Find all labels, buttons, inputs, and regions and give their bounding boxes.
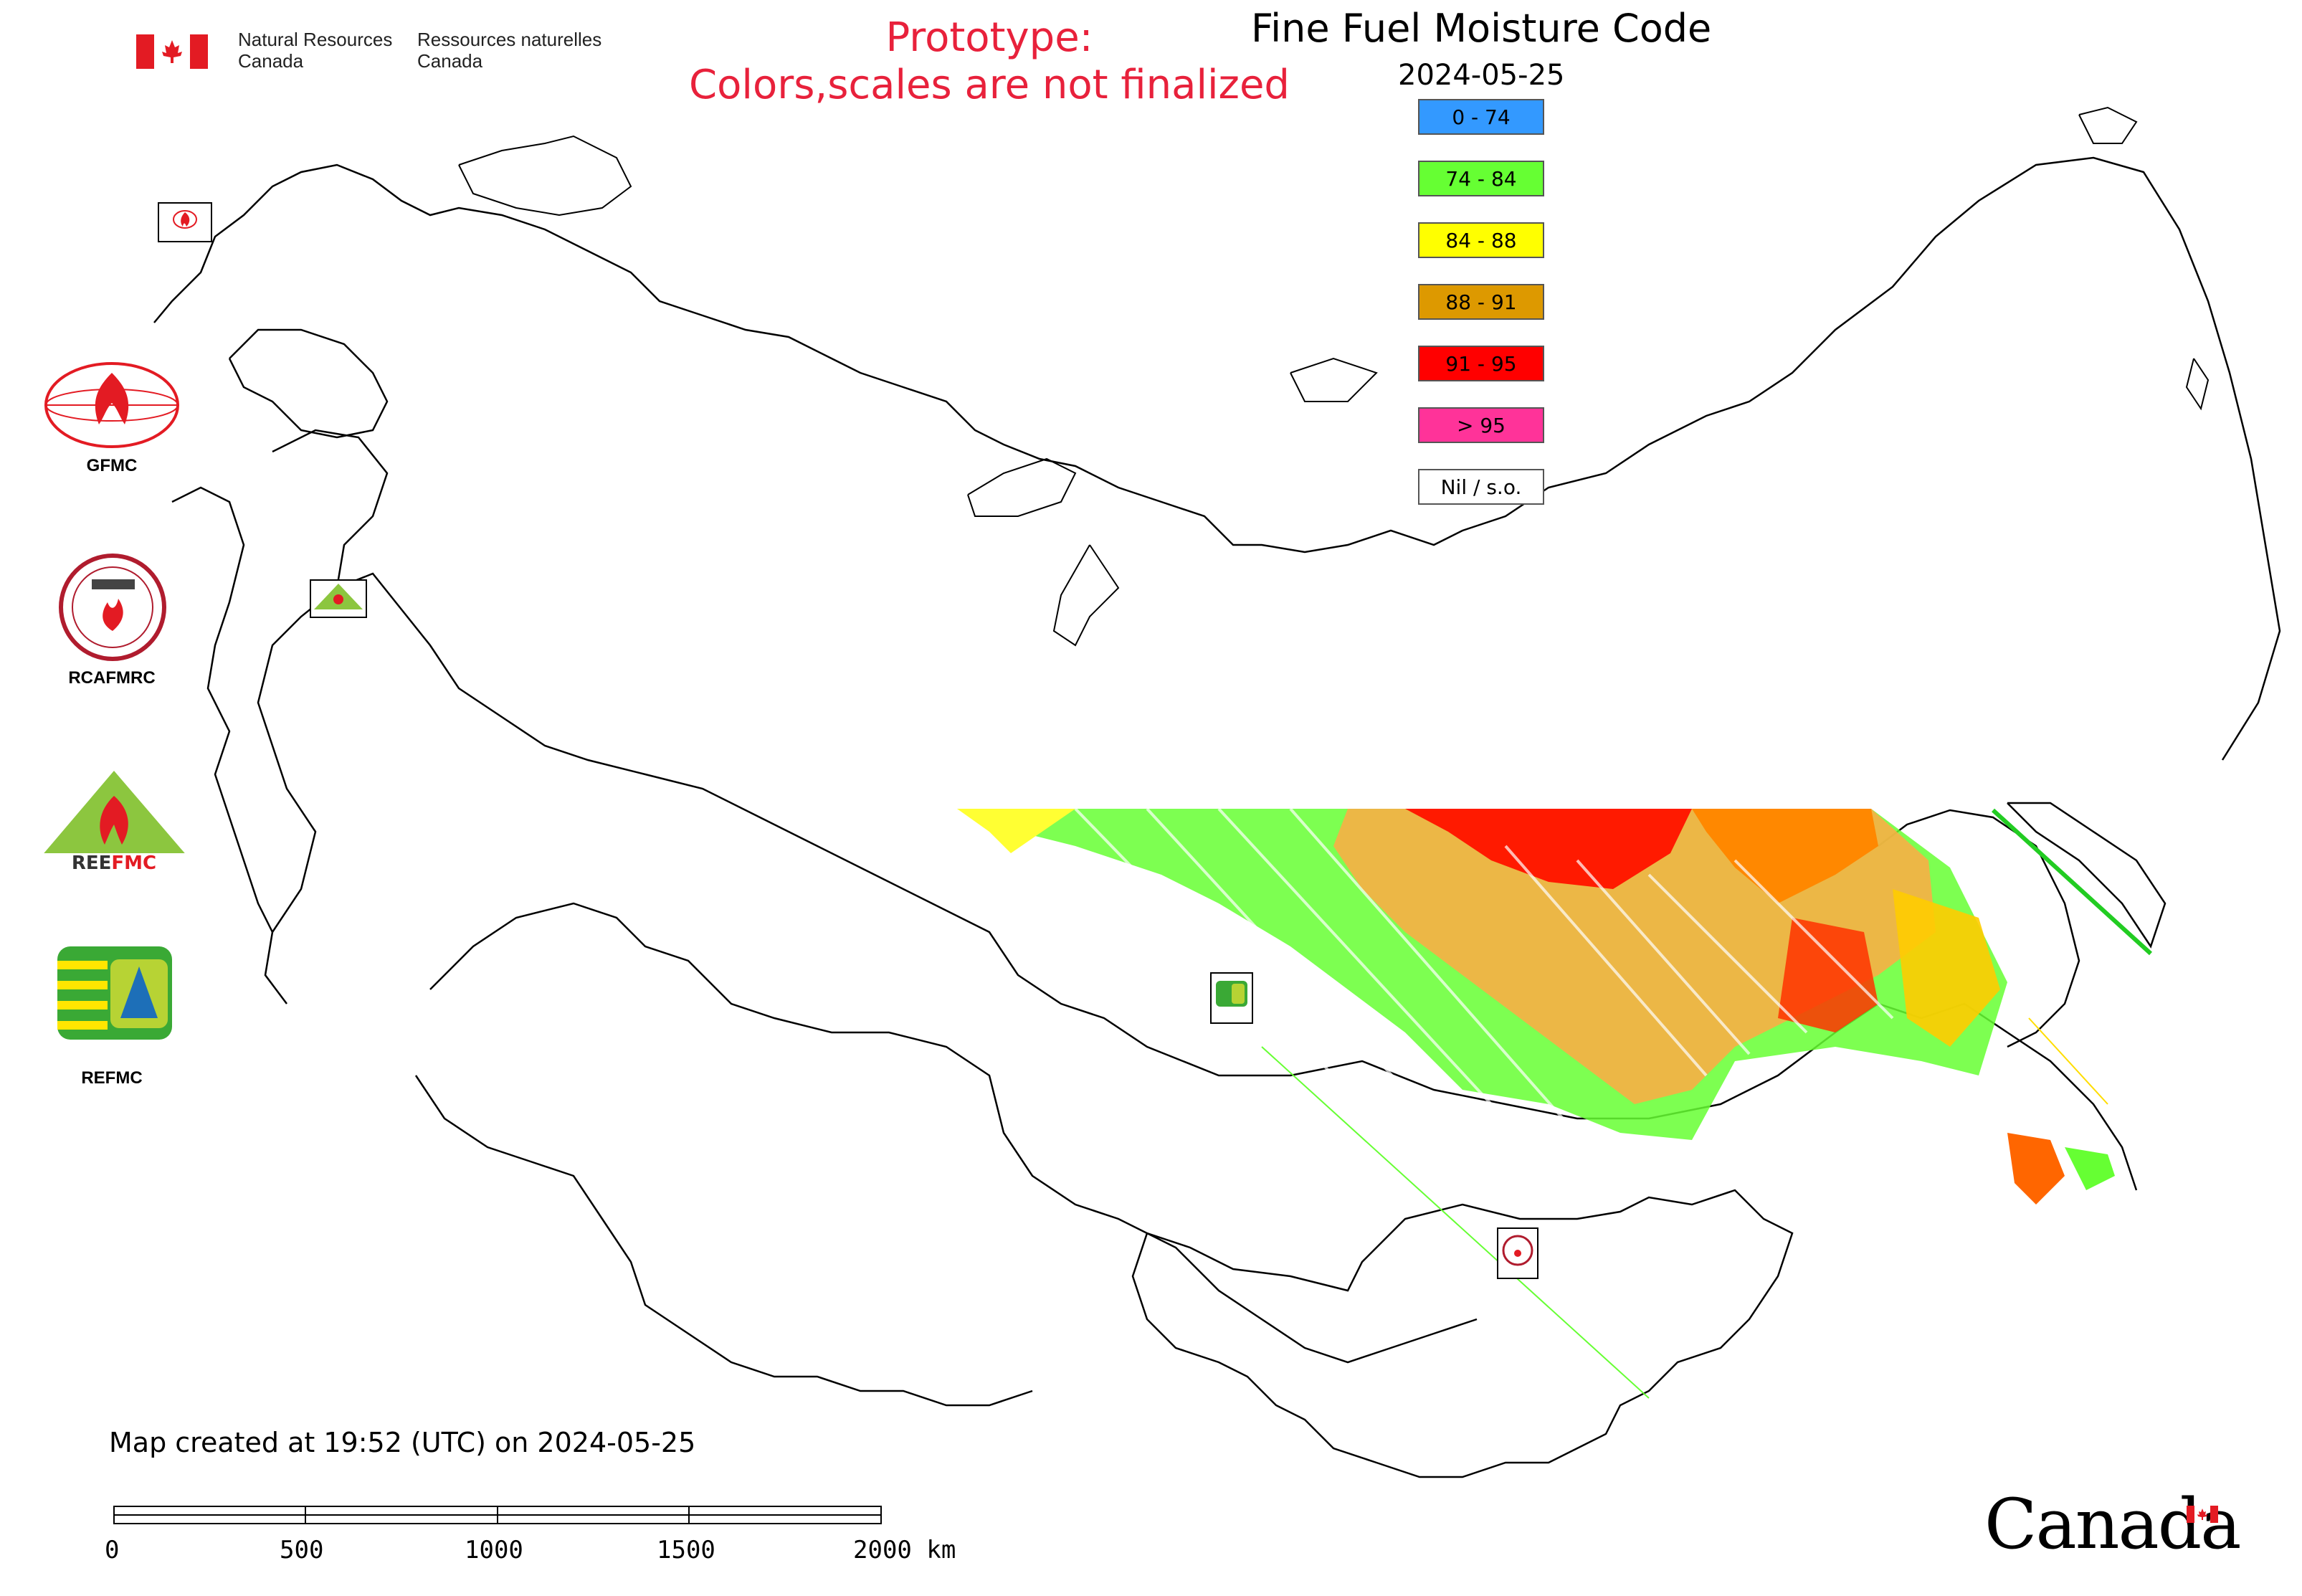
rcafmrc-logo-icon <box>57 552 168 663</box>
coastline-islands <box>458 106 2210 647</box>
svg-text:REEFMC: REEFMC <box>72 852 156 874</box>
rcafmrc-marker-icon <box>1497 1227 1538 1279</box>
scale-tick-500: 500 <box>280 1536 324 1564</box>
legend-item-5: > 95 <box>1418 407 1544 443</box>
gfmc-marker-icon <box>158 202 212 242</box>
map-created-text: Map created at 19:52 (UTC) on 2024-05-25 <box>109 1427 696 1458</box>
legend-label: Nil / s.o. <box>1440 475 1522 499</box>
canada-flag-icon <box>136 34 208 69</box>
map-title: Fine Fuel Moisture Code <box>1251 6 1712 51</box>
legend-label: 84 - 88 <box>1445 228 1517 252</box>
legend-label: 88 - 91 <box>1445 290 1517 314</box>
legend-label: 74 - 84 <box>1445 166 1517 191</box>
prototype-line1: Prototype: <box>885 14 1093 61</box>
refmc-marker-icon <box>1210 972 1253 1024</box>
legend-item-0: 0 - 74 <box>1418 99 1544 135</box>
prototype-notice: Prototype: Colors,scales are not finaliz… <box>688 14 1290 109</box>
dept-name-fr: Ressources naturelles Canada <box>417 29 602 72</box>
map-date: 2024-05-25 <box>1398 59 1565 92</box>
legend-item-6: Nil / s.o. <box>1418 469 1544 505</box>
wordmark-flag-icon <box>2187 1506 2218 1523</box>
legend-item-4: 91 - 95 <box>1418 346 1544 381</box>
gfmc-logo-icon <box>40 358 184 452</box>
scale-tick-2000: 2000 km <box>853 1536 956 1564</box>
scale-tick-1000: 1000 <box>465 1536 523 1564</box>
legend-item-1: 74 - 84 <box>1418 161 1544 196</box>
ffmc-raster <box>957 807 2153 1399</box>
country-borders <box>153 156 2281 1478</box>
legend-label: 91 - 95 <box>1445 351 1517 376</box>
gfmc-logo-label: GFMC <box>86 456 138 475</box>
scale-tick-1500: 1500 <box>657 1536 715 1564</box>
reefmc-logo-icon: REEFMC <box>37 767 191 875</box>
rcafmrc-logo-label: RCAFMRC <box>68 668 156 688</box>
reefmc-marker-icon <box>310 579 367 618</box>
scale-bar <box>113 1506 882 1524</box>
prototype-line2: Colors,scales are not finalized <box>689 62 1290 108</box>
canada-wordmark: Canada <box>1984 1484 2241 1564</box>
legend-item-2: 84 - 88 <box>1418 222 1544 258</box>
legend-item-3: 88 - 91 <box>1418 284 1544 320</box>
dept-name-en: Natural Resources Canada <box>238 29 393 72</box>
scale-tick-0: 0 <box>105 1536 120 1564</box>
legend-label: > 95 <box>1457 413 1506 437</box>
legend-label: 0 - 74 <box>1452 105 1511 129</box>
refmc-logo-icon <box>57 946 172 1040</box>
refmc-logo-label: REFMC <box>81 1068 143 1088</box>
